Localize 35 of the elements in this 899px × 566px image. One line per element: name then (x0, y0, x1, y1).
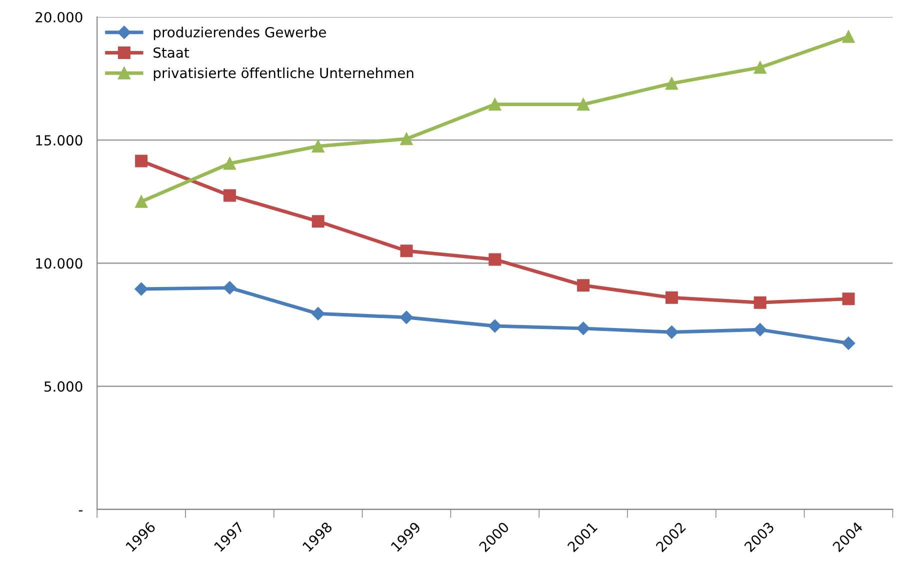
point (400, 244, 413, 258)
point (576, 322, 590, 336)
y-tick-label: 15.000 (36, 135, 82, 146)
point (842, 292, 855, 306)
point (312, 215, 324, 228)
point (577, 98, 590, 111)
point (223, 189, 236, 202)
point (665, 77, 678, 90)
point (488, 253, 502, 266)
point (135, 195, 148, 208)
point (488, 319, 502, 333)
point (223, 157, 236, 170)
point (665, 326, 678, 339)
y-tick-label: 10.000 (36, 258, 82, 269)
point (400, 310, 414, 324)
point (135, 154, 148, 168)
point (665, 291, 678, 304)
y-tick-label: - (78, 510, 83, 512)
legend-label: produzierendes Gewerbe (154, 26, 326, 40)
point (400, 132, 413, 146)
point (223, 281, 236, 294)
point (577, 279, 590, 292)
point (754, 296, 766, 309)
point (754, 61, 766, 74)
point (312, 140, 324, 152)
legend-label: Staat (154, 47, 190, 58)
point (312, 307, 325, 320)
point (842, 30, 855, 43)
point (842, 336, 856, 350)
point (488, 98, 502, 111)
y-tick-label: 5.000 (44, 381, 82, 392)
legend-label: privatisierte öffentliche Unternehmen (154, 67, 414, 81)
y-tick-label: 20.000 (36, 12, 82, 22)
point (754, 323, 767, 336)
point (134, 282, 148, 296)
